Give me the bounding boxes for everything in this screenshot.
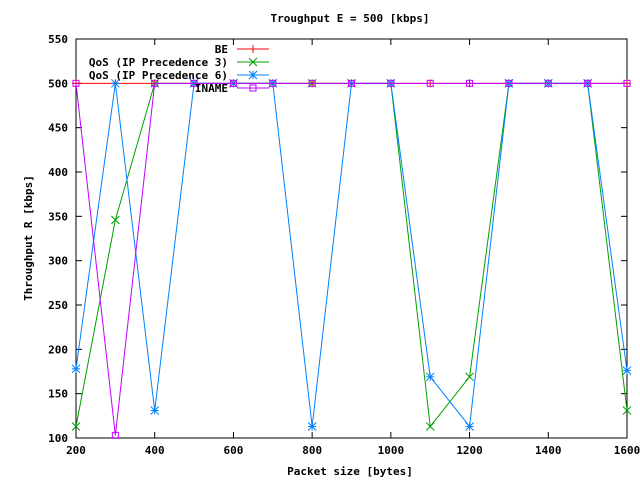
legend-label: QoS (IP Precedence 6) — [89, 69, 228, 82]
y-tick-label: 150 — [48, 388, 68, 401]
data-point — [307, 422, 317, 431]
y-tick-label: 550 — [48, 33, 68, 46]
x-tick-label: 800 — [302, 444, 322, 457]
data-point — [584, 79, 592, 87]
x-tick-label: 600 — [223, 444, 243, 457]
legend-marker — [248, 57, 258, 67]
data-point — [71, 364, 81, 374]
y-axis-label: Throughput R [kbps] — [22, 175, 35, 301]
legend-label: BE — [215, 43, 228, 56]
x-tick-label: 1000 — [378, 444, 405, 457]
data-point — [622, 366, 632, 375]
data-point — [505, 79, 513, 87]
data-point — [150, 406, 160, 415]
data-point — [425, 372, 435, 382]
data-point — [111, 431, 119, 439]
y-tick-label: 100 — [48, 432, 68, 445]
data-point — [622, 406, 632, 415]
data-point — [425, 422, 435, 431]
data-point — [71, 422, 81, 431]
data-point — [387, 79, 395, 87]
x-tick-label: 400 — [145, 444, 165, 457]
data-point — [190, 79, 198, 87]
data-point — [348, 79, 355, 87]
data-point — [544, 79, 552, 87]
legend-item: QoS (IP Precedence 3) — [89, 56, 269, 69]
y-tick-label: 250 — [48, 299, 68, 312]
data-point — [229, 79, 237, 87]
series-3 — [71, 78, 632, 431]
y-tick-label: 200 — [48, 343, 68, 356]
y-tick-label: 450 — [48, 122, 68, 135]
data-point — [465, 422, 474, 431]
data-point — [72, 79, 80, 87]
legend-marker — [248, 70, 258, 80]
x-tick-label: 1600 — [614, 444, 640, 457]
legend-label: INAME — [195, 82, 228, 95]
x-axis-label: Packet size [bytes] — [287, 465, 413, 478]
series-2 — [71, 78, 632, 431]
data-point — [308, 79, 316, 87]
legend-item: BE — [215, 43, 269, 56]
y-tick-label: 350 — [48, 210, 68, 223]
series-4 — [72, 79, 631, 439]
data-point — [623, 79, 631, 87]
x-tick-label: 1400 — [535, 444, 562, 457]
data-point — [465, 372, 474, 382]
plot-area — [71, 78, 632, 439]
series-line — [75, 82, 628, 428]
legend-label: QoS (IP Precedence 3) — [89, 56, 228, 69]
chart-title: Troughput E = 500 [kbps] — [271, 12, 430, 25]
x-tick-label: 200 — [66, 444, 86, 457]
data-point — [269, 79, 277, 87]
data-point — [151, 79, 159, 87]
data-point — [426, 79, 434, 87]
data-point — [466, 79, 474, 87]
data-point — [111, 78, 120, 88]
legend-item: INAME — [195, 82, 269, 95]
legend-item: QoS (IP Precedence 6) — [89, 69, 269, 82]
series-line — [75, 82, 627, 436]
legend-marker — [249, 84, 257, 92]
data-point — [111, 215, 120, 225]
plot-frame — [75, 38, 628, 439]
x-tick-label: 1200 — [456, 444, 483, 457]
y-tick-label: 300 — [48, 255, 68, 268]
axes: 200 400 600 800 1000 1200 1400 1600 100 150 200 250… — [48, 33, 640, 457]
y-tick-label: 500 — [48, 77, 68, 90]
y-tick-label: 400 — [48, 166, 68, 179]
legend-marker — [249, 45, 257, 53]
